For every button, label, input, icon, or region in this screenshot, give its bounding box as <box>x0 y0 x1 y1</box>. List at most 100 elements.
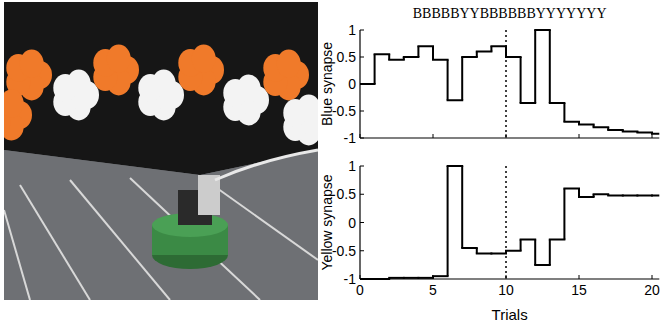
photo-flower <box>297 95 318 123</box>
photo-flower <box>192 45 216 73</box>
step-riser <box>461 166 463 248</box>
photo-flower <box>107 45 131 73</box>
step-segment <box>535 264 550 266</box>
step-riser <box>578 189 580 197</box>
step-segment <box>652 194 659 196</box>
step-segment <box>375 278 390 280</box>
step-segment <box>506 56 521 58</box>
photo-flower <box>4 90 24 118</box>
y-tick-label: 0.5 <box>337 186 357 202</box>
step-segment <box>404 56 419 58</box>
x-tick-label: 10 <box>498 282 514 298</box>
step-segment <box>579 124 594 126</box>
step-riser <box>505 46 507 57</box>
step-segment <box>462 56 477 58</box>
plot-area <box>360 166 659 279</box>
plot-area <box>360 30 659 138</box>
chart-panel: BBBBBYYBBBBBBYYYYYYY -1 -0.5 0 0.5 1 Blue syna… <box>319 6 659 146</box>
step-segment <box>477 51 492 53</box>
step-riser <box>447 166 449 276</box>
photo-wall <box>4 2 318 175</box>
step-segment <box>404 277 419 279</box>
step-segment <box>608 194 623 196</box>
step-segment <box>579 196 594 198</box>
step-segment <box>418 45 433 47</box>
step-segment <box>521 102 536 104</box>
step-riser <box>549 239 551 264</box>
step-segment <box>462 247 477 249</box>
step-segment <box>477 253 492 255</box>
step-riser <box>549 30 551 103</box>
step-riser <box>520 57 522 103</box>
step-segment <box>360 83 375 85</box>
x-tick-label: 15 <box>571 282 587 298</box>
step-segment <box>637 194 652 196</box>
x-axis <box>360 137 659 138</box>
y-tick-label: -1 <box>344 130 357 146</box>
photo-floor <box>4 2 318 300</box>
photo-floor-line <box>130 178 260 300</box>
step-riser <box>563 103 565 122</box>
step-riser <box>461 57 463 100</box>
photo-flower <box>152 70 176 98</box>
step-riser <box>520 239 522 250</box>
photo-floor-line <box>20 185 90 300</box>
y-axis <box>359 166 360 279</box>
y-tick-label: -1 <box>344 271 357 287</box>
y-tick-label: 1 <box>348 22 356 38</box>
step-segment <box>433 59 448 61</box>
step-riser <box>447 60 449 100</box>
step-riser <box>432 46 434 60</box>
photo-flower <box>67 70 91 98</box>
y-tick-label: -0.5 <box>332 103 356 119</box>
step-segment <box>550 238 565 240</box>
y-tick-label: 0 <box>348 76 356 92</box>
title: BBBBBYYBBBBBBYYYYYYY <box>413 6 607 21</box>
y-tick-label: 1 <box>348 158 356 174</box>
step-segment <box>433 275 448 277</box>
step-segment <box>506 250 521 252</box>
step-segment <box>564 121 579 123</box>
y-tick-label: 0 <box>348 215 356 231</box>
step-riser <box>374 54 376 84</box>
x-axis <box>360 278 659 279</box>
step-segment <box>418 277 433 279</box>
step-segment <box>491 253 506 255</box>
step-riser <box>563 189 565 240</box>
step-segment <box>448 99 463 101</box>
x-tick-label: 5 <box>429 282 437 298</box>
step-segment <box>389 59 404 61</box>
photo-robot-arm <box>198 175 220 215</box>
step-riser <box>417 46 419 57</box>
photo-floor-near <box>4 150 318 300</box>
photo-cable <box>215 150 318 180</box>
photo-flower <box>277 50 301 78</box>
step-segment <box>491 45 506 47</box>
step-segment <box>608 129 623 131</box>
step-segment <box>360 278 375 280</box>
step-segment <box>550 102 565 104</box>
step-segment <box>389 277 404 279</box>
step-segment <box>623 131 638 133</box>
y-tick-label: 0.5 <box>337 49 357 65</box>
step-segment <box>521 238 536 240</box>
step-riser <box>534 30 536 103</box>
step-segment <box>594 126 609 128</box>
y-tick-label: -0.5 <box>332 243 356 259</box>
photo <box>4 2 318 300</box>
y-axis-label: Blue synapse <box>319 42 335 126</box>
photo-flower <box>237 75 261 103</box>
chart-panel: -1-0.500.5105101520Yellow synapseTrials <box>319 158 660 323</box>
x-tick-label: 20 <box>644 282 660 298</box>
step-segment <box>375 53 390 55</box>
reference-line <box>505 30 507 138</box>
y-axis-label: Yellow synapse <box>319 174 335 270</box>
figure: BBBBBYYBBBBBBYYYYYYY -1 -0.5 0 0.5 1 Blue syna… <box>0 0 662 329</box>
step-segment <box>535 29 550 31</box>
reference-line <box>505 166 507 279</box>
step-segment <box>623 194 638 196</box>
step-segment <box>637 132 652 134</box>
x-axis-label: Trials <box>492 306 528 323</box>
photo-floor-line <box>4 210 30 300</box>
x-tick-label: 0 <box>356 282 364 298</box>
